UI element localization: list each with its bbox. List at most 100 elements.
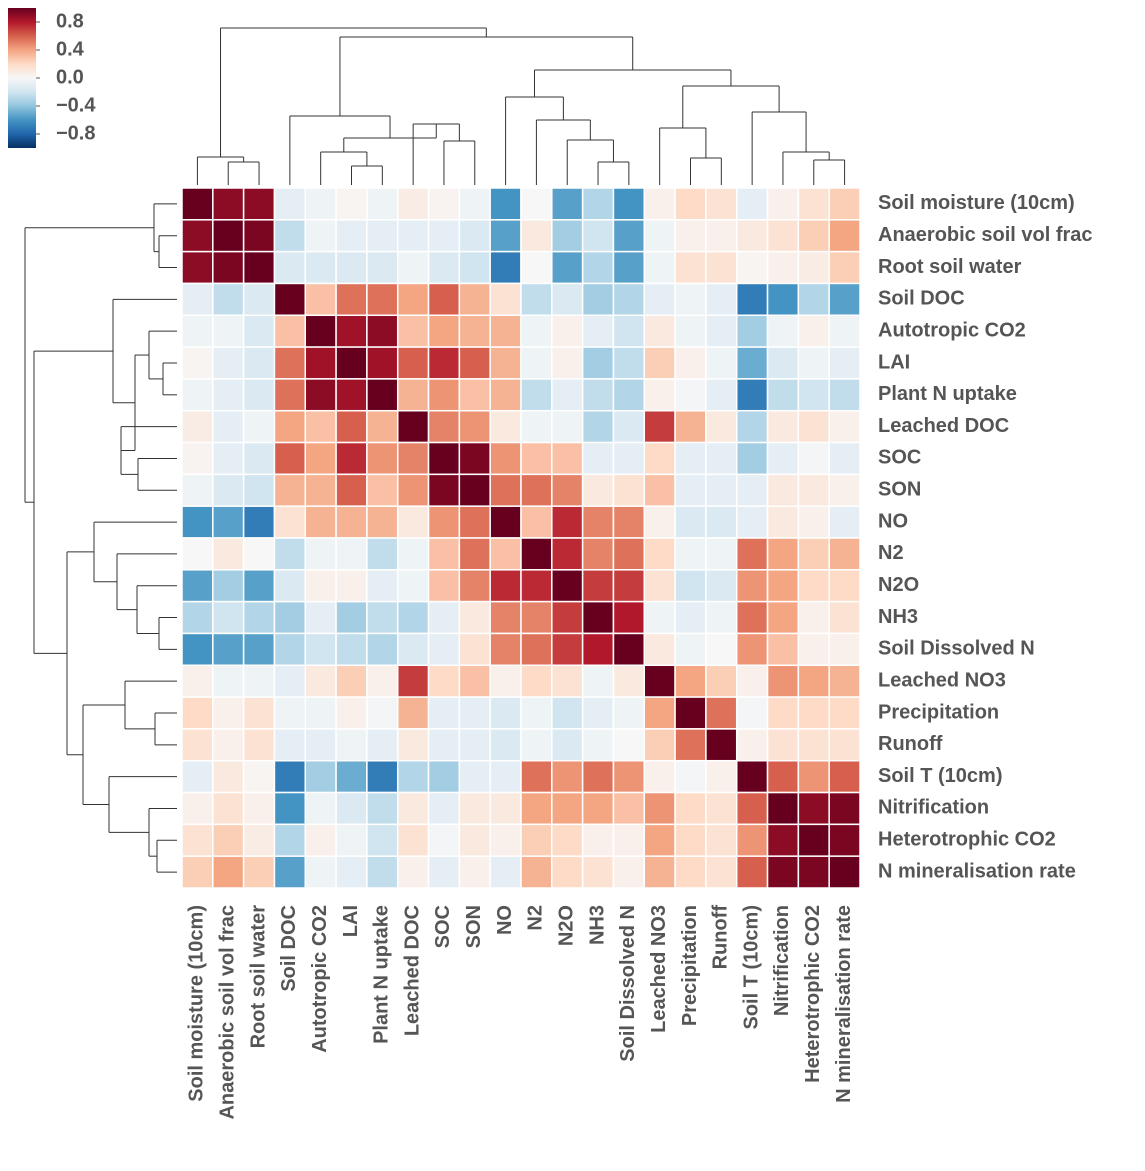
heatmap-cell	[242, 759, 276, 794]
heatmap-cell	[828, 219, 861, 253]
heatmap-cell	[396, 855, 430, 889]
row-label: SON	[878, 479, 921, 501]
heatmap-cell	[551, 282, 584, 317]
colorbar	[8, 8, 36, 148]
heatmap-cell	[735, 759, 769, 794]
heatmap-cell	[304, 664, 337, 698]
heatmap-cell	[181, 378, 214, 412]
heatmap-cell	[242, 632, 276, 667]
heatmap-cell	[581, 409, 615, 444]
heatmap-cell	[304, 632, 337, 667]
heatmap-cell	[581, 473, 615, 507]
heatmap-cell	[828, 282, 861, 317]
heatmap-cell	[212, 250, 245, 285]
heatmap-cell	[212, 696, 245, 730]
heatmap-cell	[366, 187, 399, 221]
heatmap-cell	[335, 728, 368, 762]
heatmap-cell	[551, 250, 584, 285]
heatmap-cell	[396, 728, 430, 762]
heatmap-cell	[366, 250, 399, 285]
heatmap-cell	[612, 441, 646, 476]
heatmap-cell	[366, 855, 399, 889]
heatmap-cell	[212, 441, 245, 476]
heatmap-cell	[181, 314, 214, 348]
column-label: Soil T (10cm)	[740, 905, 762, 1029]
heatmap-cell	[304, 409, 337, 444]
column-label: Root soil water	[247, 905, 269, 1049]
heatmap-cell	[489, 219, 522, 253]
row-label: Heterotrophic CO2	[878, 829, 1056, 851]
heatmap-cell	[735, 314, 769, 348]
heatmap-cell	[212, 409, 245, 444]
column-label: N2O	[556, 905, 578, 946]
heatmap-cell	[643, 250, 676, 285]
heatmap-cell	[828, 823, 861, 857]
heatmap-cell	[427, 537, 461, 571]
heatmap-cell	[366, 569, 399, 603]
heatmap-cell	[458, 250, 491, 285]
heatmap-cell	[828, 696, 861, 730]
row-label: NO	[878, 510, 908, 532]
column-label: Plant N uptake	[371, 905, 393, 1044]
heatmap-cell	[181, 537, 214, 571]
heatmap-cell	[396, 759, 430, 794]
heatmap-cell	[520, 282, 553, 317]
heatmap-cell	[581, 696, 615, 730]
heatmap-cell	[304, 187, 337, 221]
heatmap-cell	[674, 600, 707, 635]
heatmap-cell	[427, 791, 461, 826]
heatmap-cell	[304, 600, 337, 635]
heatmap-cell	[520, 600, 553, 635]
heatmap-cell	[735, 600, 769, 635]
heatmap-cell	[797, 378, 830, 412]
heatmap-cell	[181, 187, 214, 221]
heatmap-cell	[674, 187, 707, 221]
heatmap-cell	[396, 473, 430, 507]
heatmap-cell	[551, 855, 584, 889]
heatmap-cell	[458, 314, 491, 348]
heatmap-cell	[581, 569, 615, 603]
heatmap-cell	[242, 791, 276, 826]
heatmap-cell	[581, 823, 615, 857]
heatmap-cell	[828, 791, 861, 826]
heatmap-cell	[551, 569, 584, 603]
heatmap-cell	[489, 473, 522, 507]
heatmap-cell	[396, 314, 430, 348]
heatmap-cell	[458, 473, 491, 507]
heatmap-cell	[797, 219, 830, 253]
heatmap-cell	[520, 759, 553, 794]
heatmap-cell	[674, 823, 707, 857]
heatmap-cell	[458, 505, 491, 539]
heatmap-cell	[674, 664, 707, 698]
heatmap-cell	[735, 441, 769, 476]
heatmap-cell	[797, 409, 830, 444]
heatmap-cell	[581, 855, 615, 889]
heatmap-cell	[735, 250, 769, 285]
row-label: Soil moisture (10cm)	[878, 192, 1075, 214]
heatmap-cell	[828, 728, 861, 762]
heatmap-cell	[181, 855, 214, 889]
heatmap-cell	[458, 728, 491, 762]
heatmap-cell	[458, 378, 491, 412]
heatmap-cell	[674, 759, 707, 794]
heatmap-cell	[520, 219, 553, 253]
heatmap-cell	[612, 187, 646, 221]
heatmap-cell	[458, 282, 491, 317]
heatmap-cell	[551, 219, 584, 253]
heatmap-cell	[304, 696, 337, 730]
heatmap-cell	[643, 632, 676, 667]
heatmap-cell	[273, 759, 307, 794]
heatmap-cell	[705, 823, 738, 857]
heatmap-cell	[797, 282, 830, 317]
heatmap-cell	[242, 282, 276, 317]
heatmap-cell	[612, 505, 646, 539]
column-label: Leached DOC	[401, 905, 423, 1036]
heatmap-cell	[366, 696, 399, 730]
heatmap-cell	[797, 346, 830, 380]
heatmap-cell	[489, 187, 522, 221]
heatmap-cell	[273, 346, 307, 380]
heatmap-cell	[735, 791, 769, 826]
heatmap-cell	[458, 409, 491, 444]
heatmap-cell	[643, 314, 676, 348]
heatmap-cell	[396, 791, 430, 826]
